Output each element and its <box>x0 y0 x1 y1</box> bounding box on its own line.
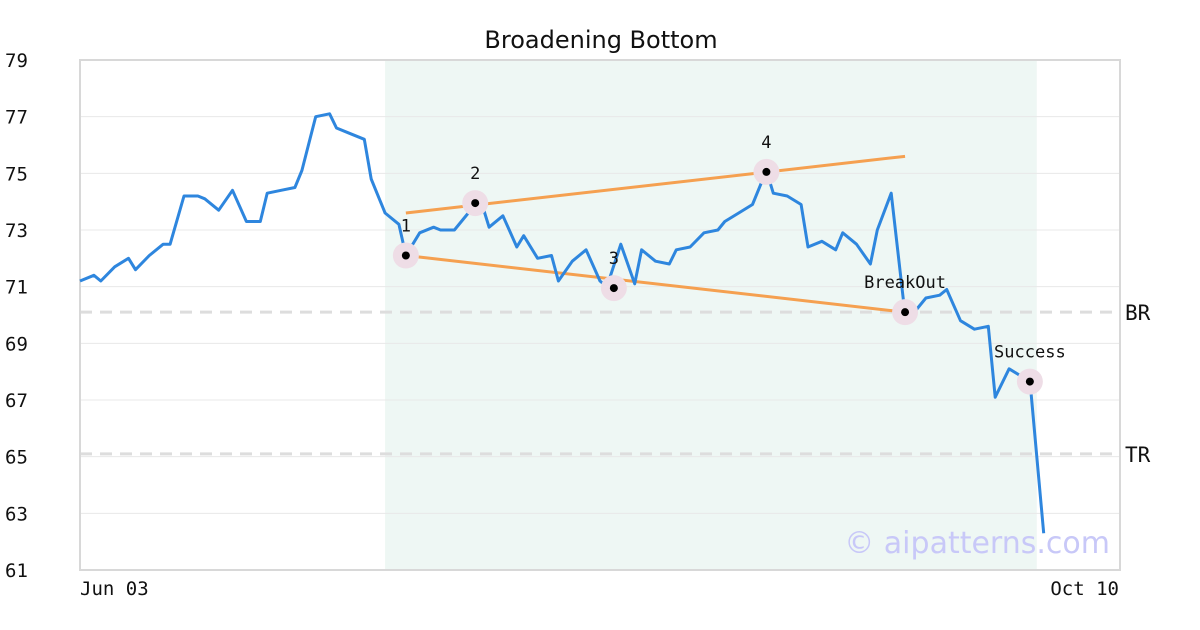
point-label-1: 1 <box>401 217 411 237</box>
point-label-success: Success <box>994 343 1066 363</box>
point-marker-breakout <box>901 308 910 317</box>
point-marker-3 <box>609 284 618 293</box>
pattern-line-upper <box>405 154 906 215</box>
y-tick-label: 63 <box>5 503 28 525</box>
y-tick-label: 79 <box>5 50 28 72</box>
y-tick-label: 69 <box>5 333 28 355</box>
y-tick-label: 61 <box>5 560 28 582</box>
plot-frame <box>79 59 1121 571</box>
point-label-breakout: BreakOut <box>864 273 946 293</box>
pattern-line-lower <box>405 254 906 314</box>
y-tick-label: 73 <box>5 220 28 242</box>
point-marker-success <box>1025 377 1034 386</box>
point-marker-2 <box>471 199 480 208</box>
point-marker-4 <box>762 167 771 176</box>
y-tick-label: 65 <box>5 447 28 469</box>
y-tick-label: 67 <box>5 390 28 412</box>
y-tick-label: 75 <box>5 163 28 185</box>
point-label-3: 3 <box>609 249 619 269</box>
price-line <box>79 112 1046 534</box>
y-tick-label: 71 <box>5 277 28 299</box>
reference-label-br: BR <box>1125 301 1151 325</box>
y-tick-label: 77 <box>5 107 28 129</box>
chart-title: Broadening Bottom <box>484 26 717 54</box>
point-marker-1 <box>401 251 410 260</box>
x-end-label: Oct 10 <box>1050 578 1119 600</box>
reference-label-tr: TR <box>1125 443 1151 467</box>
watermark: © aipatterns.com <box>844 526 1110 561</box>
point-label-4: 4 <box>761 133 771 153</box>
pattern-region <box>385 60 1037 570</box>
x-start-label: Jun 03 <box>80 578 149 600</box>
point-label-2: 2 <box>470 164 480 184</box>
